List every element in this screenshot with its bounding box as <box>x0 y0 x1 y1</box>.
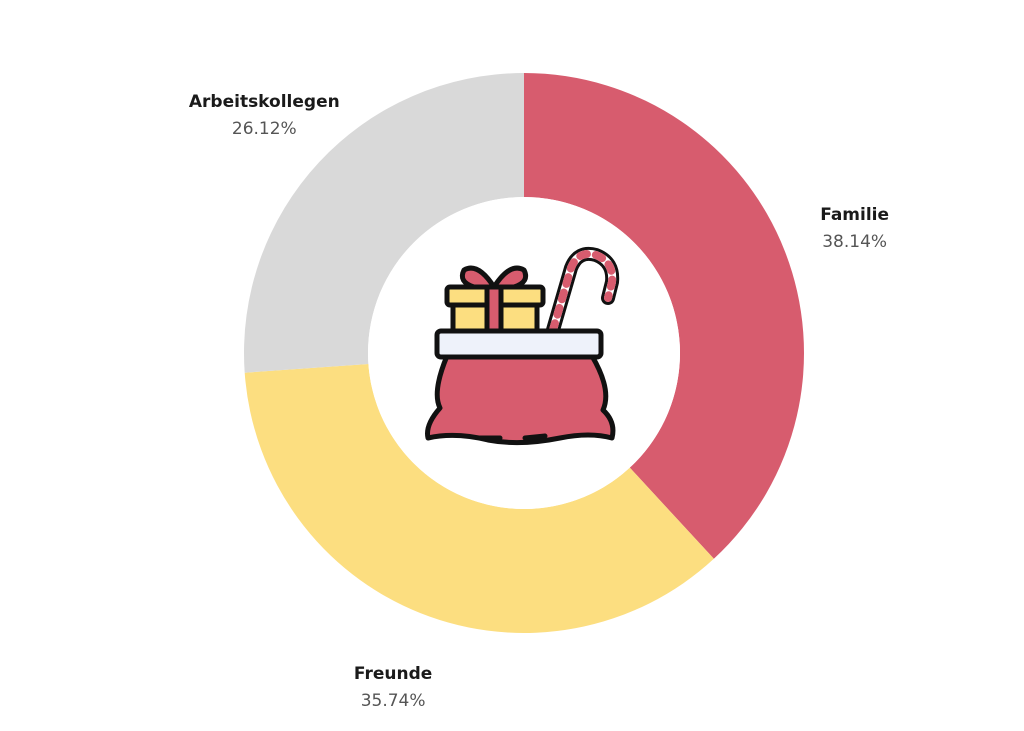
slice-label-arbeitskollegen: Arbeitskollegen <box>189 92 340 112</box>
slice-label-familie: Familie <box>820 205 889 225</box>
slice-freunde[interactable] <box>244 363 714 633</box>
santa-sack-icon <box>425 246 620 446</box>
slice-value-arbeitskollegen: 26.12% <box>232 119 297 139</box>
slice-familie[interactable] <box>524 73 805 559</box>
slice-value-familie: 38.14% <box>822 232 887 252</box>
slice-label-freunde: Freunde <box>354 664 432 684</box>
slice-arbeitskollegen[interactable] <box>244 73 525 373</box>
labels-group: Familie 38.14% Freunde 35.74% Arbeitskollege… <box>189 92 889 711</box>
slice-value-freunde: 35.74% <box>361 691 426 711</box>
